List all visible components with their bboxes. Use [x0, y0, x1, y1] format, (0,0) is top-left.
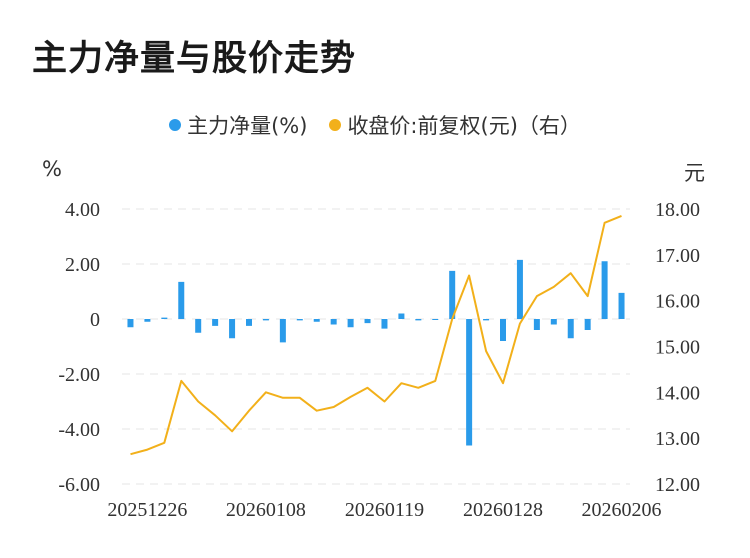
bar-main-net	[161, 317, 168, 319]
legend-dot-blue	[169, 119, 182, 131]
y-left-tick-label: -4.00	[58, 419, 100, 441]
bar-main-net	[178, 281, 185, 319]
legend-item-main-net[interactable]: 主力净量(%)	[169, 110, 307, 140]
x-tick-label: 20251226	[107, 499, 187, 521]
y-left-tick-label: -2.00	[58, 364, 100, 386]
legend-item-close-price[interactable]: 收盘价:前复权(元)（右）	[329, 110, 581, 140]
bar-main-net	[144, 319, 151, 322]
bar-main-net	[195, 319, 202, 333]
right-axis-unit: 元	[684, 161, 705, 185]
x-tick-label: 20260119	[345, 499, 424, 521]
bar-main-net	[483, 319, 490, 321]
bar-main-net	[229, 319, 236, 339]
bar-main-net	[415, 319, 422, 321]
bar-main-net	[296, 319, 303, 321]
y-right-tick-label: 12.00	[655, 474, 700, 496]
x-tick-label: 20260206	[582, 499, 662, 521]
y-right-tick-label: 15.00	[655, 337, 700, 359]
bar-main-net	[533, 319, 540, 330]
bar-main-net	[279, 319, 286, 343]
bar-main-net	[381, 319, 388, 329]
bar-main-net	[601, 261, 608, 319]
bar-main-net	[313, 319, 320, 322]
bar-main-net	[449, 270, 456, 319]
y-right-tick-label: 17.00	[655, 245, 700, 267]
bar-main-net	[262, 319, 269, 321]
y-right-tick-label: 18.00	[655, 199, 700, 221]
x-tick-label: 20260128	[463, 499, 543, 521]
legend-label-main-net: 主力净量(%)	[187, 114, 308, 138]
bar-main-net	[347, 319, 354, 328]
y-right-tick-label: 16.00	[655, 291, 700, 313]
x-tick-label: 20260108	[226, 499, 306, 521]
bar-main-net	[618, 292, 625, 319]
bar-main-net	[567, 319, 574, 339]
y-left-tick-label: 4.00	[65, 199, 100, 221]
bar-main-net	[550, 319, 557, 325]
line-close-price	[130, 214, 622, 456]
chart-title: 主力净量与股价走势	[32, 39, 357, 79]
bar-main-net	[432, 319, 439, 320]
bar-main-net	[127, 319, 134, 328]
y-right-tick-label: 13.00	[655, 428, 700, 450]
bar-main-net	[330, 319, 337, 325]
y-left-tick-label: 0	[90, 309, 100, 331]
bar-main-net	[466, 319, 473, 446]
legend-label-close-price: 收盘价:前复权(元)（右）	[347, 114, 581, 138]
left-axis-unit: %	[42, 157, 62, 181]
bar-main-net	[246, 319, 252, 326]
chart-legend: 主力净量(%) 收盘价:前复权(元)（右）	[0, 110, 750, 140]
bar-main-net	[212, 319, 219, 326]
bar-main-net	[398, 313, 405, 319]
bar-main-net	[584, 319, 591, 330]
y-left-tick-label: -6.00	[58, 474, 100, 496]
legend-dot-orange	[329, 119, 342, 131]
bar-main-net	[516, 259, 523, 319]
bar-main-net	[364, 319, 371, 324]
y-right-tick-label: 14.00	[655, 382, 700, 404]
y-left-tick-label: 2.00	[65, 254, 100, 276]
bar-main-net	[500, 319, 506, 341]
